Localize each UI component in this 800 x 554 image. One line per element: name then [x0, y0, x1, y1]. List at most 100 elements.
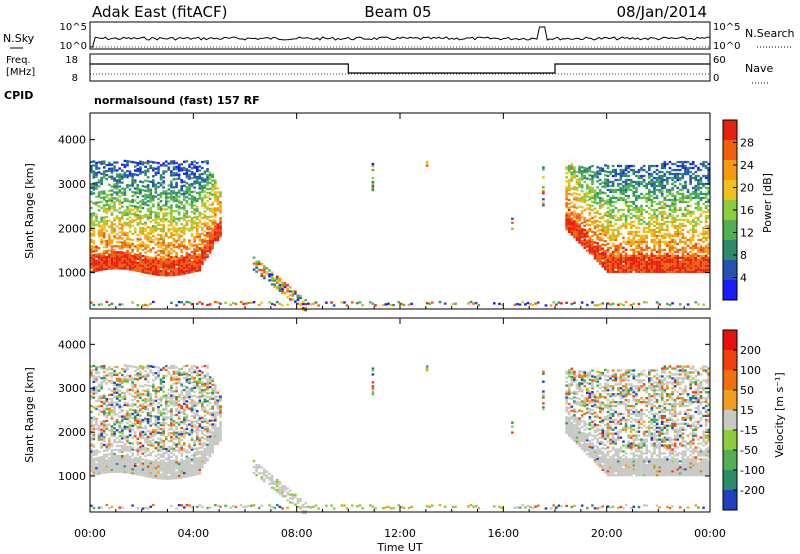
velocity-cell	[154, 466, 158, 470]
power-cell	[177, 163, 181, 166]
power-cell	[167, 260, 171, 263]
power-cell	[201, 212, 204, 216]
power-cell	[691, 196, 695, 200]
power-cell	[650, 268, 654, 271]
power-cell	[152, 199, 155, 202]
power-cell	[170, 232, 173, 235]
power-cell	[128, 172, 132, 175]
power-cell	[707, 216, 711, 220]
power-cell	[102, 174, 106, 177]
velocity-cell	[159, 386, 163, 389]
velocity-cell	[139, 410, 142, 413]
velocity-cell	[115, 383, 119, 386]
power-cell	[575, 224, 579, 228]
power-cell	[211, 233, 215, 236]
power-cell	[663, 216, 667, 220]
power-cell	[141, 195, 145, 198]
power-cell	[650, 250, 654, 253]
power-cell	[660, 270, 664, 273]
power-cell	[170, 272, 173, 275]
power-cell	[702, 248, 705, 251]
velocity-cell	[164, 451, 168, 455]
power-cell	[627, 174, 630, 178]
power-cell	[650, 214, 654, 218]
power-cell	[624, 194, 628, 198]
velocity-cell	[105, 413, 109, 417]
power-cell	[208, 177, 212, 181]
velocity-cell	[121, 449, 124, 452]
power-cell	[92, 170, 96, 173]
power-cell	[95, 255, 98, 258]
velocity-cell	[154, 393, 158, 397]
velocity-cell	[118, 462, 122, 465]
power-cell	[162, 172, 165, 175]
power-cell	[645, 240, 649, 244]
power-cell	[666, 262, 669, 265]
power-cell	[278, 302, 282, 306]
power-cell	[619, 254, 623, 257]
power-cell	[593, 245, 597, 248]
power-cell	[660, 258, 664, 261]
velocity-cell	[123, 378, 127, 381]
power-cell	[694, 230, 698, 234]
power-cell	[190, 228, 194, 232]
power-cell	[146, 216, 150, 219]
power-cell	[369, 301, 372, 304]
power-cell	[699, 246, 703, 249]
power-cell	[128, 226, 132, 229]
power-cell	[183, 166, 186, 169]
power-cell	[707, 256, 711, 259]
power-cell	[214, 223, 217, 226]
power-cell	[126, 263, 129, 267]
power-cell	[162, 266, 165, 269]
power-cell	[203, 204, 207, 207]
velocity-cell	[128, 392, 132, 395]
velocity-cell	[90, 426, 93, 429]
power-cell	[113, 251, 116, 254]
power-cell	[164, 218, 168, 221]
power-cell	[115, 255, 119, 258]
power-cell	[136, 304, 140, 307]
power-cell	[180, 189, 184, 192]
velocity-cell	[157, 431, 160, 434]
power-cell	[115, 197, 119, 200]
power-cell	[185, 202, 189, 205]
velocity-cell	[92, 392, 96, 395]
power-cell	[684, 212, 687, 216]
power-cell	[583, 230, 587, 234]
power-cell	[588, 246, 592, 249]
power-cell	[175, 241, 178, 245]
power-cell	[214, 191, 217, 194]
power-cell	[707, 214, 711, 218]
power-cell	[206, 182, 209, 185]
power-cell	[704, 210, 708, 214]
power-cell	[614, 270, 618, 273]
velocity-cell	[118, 460, 122, 463]
power-cell	[92, 303, 96, 307]
power-cell	[146, 214, 150, 217]
velocity-cell	[100, 387, 103, 390]
power-cell	[619, 302, 623, 306]
velocity-cell	[175, 403, 178, 407]
power-cell	[170, 214, 173, 217]
velocity-cell	[123, 457, 127, 460]
power-cell	[102, 162, 106, 165]
power-cell	[118, 263, 122, 266]
power-cell	[211, 247, 215, 250]
power-cell	[180, 201, 184, 204]
power-cell	[193, 256, 196, 259]
velocity-cell	[90, 444, 93, 447]
power-cell	[185, 267, 189, 271]
velocity-cell	[170, 388, 173, 391]
power-cell	[619, 168, 623, 172]
power-cell	[113, 177, 116, 180]
power-cell	[650, 232, 654, 236]
power-cell	[591, 164, 594, 168]
power-cell	[637, 250, 641, 253]
power-cell	[97, 303, 101, 306]
velocity-cell	[126, 374, 129, 377]
power-cell	[637, 234, 641, 238]
velocity-cell	[149, 465, 153, 469]
power-cell	[198, 257, 202, 260]
power-cell	[591, 246, 594, 249]
